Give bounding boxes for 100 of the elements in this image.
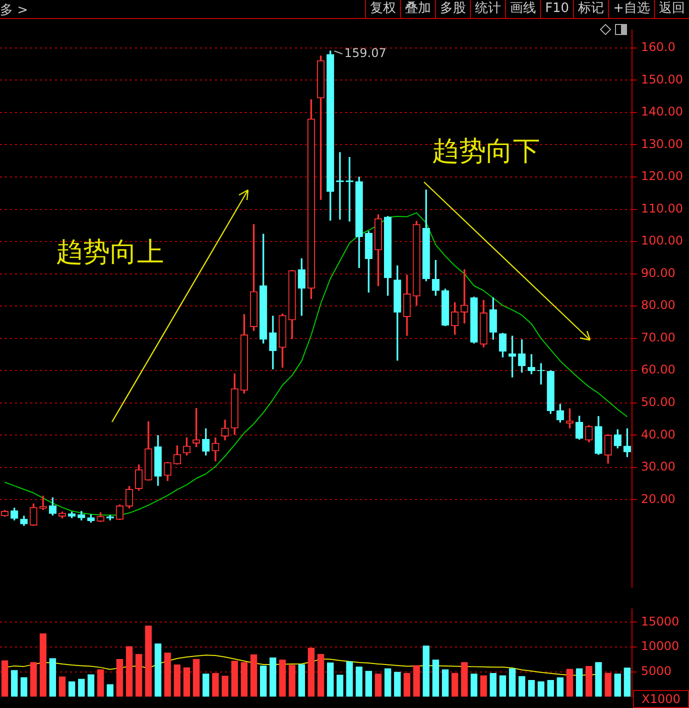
bar — [480, 675, 487, 697]
bar — [288, 664, 296, 697]
y-tick-label: 10000 — [641, 639, 680, 654]
y-tick-label: 110.00 — [641, 201, 683, 216]
bar — [192, 658, 200, 697]
text: 多 > — [0, 2, 28, 19]
annotation: 159.07 — [344, 46, 386, 60]
bar — [356, 666, 362, 697]
annotation: 趋势向上 — [56, 236, 164, 270]
y-tick-label: 90.00 — [641, 266, 676, 280]
bar — [106, 684, 114, 697]
bar — [58, 676, 66, 697]
text: 多股 — [435, 0, 470, 18]
bar — [413, 665, 420, 697]
bar — [11, 670, 18, 697]
bar — [270, 658, 276, 697]
bar — [518, 676, 526, 697]
bar — [442, 669, 449, 697]
y-tick-label: 70.00 — [641, 330, 676, 344]
bar — [135, 654, 142, 697]
bar — [40, 633, 46, 697]
bar — [365, 670, 372, 697]
y-tick-label: 100.00 — [641, 234, 683, 248]
bar — [145, 626, 152, 697]
text: 返回 — [654, 0, 689, 18]
candlestick — [460, 269, 468, 324]
candlestick — [528, 354, 536, 374]
bar — [164, 652, 171, 697]
bar — [222, 676, 228, 697]
bar — [174, 664, 181, 697]
text: 复权 — [365, 0, 400, 18]
text: +自选 — [608, 0, 654, 18]
bar — [126, 646, 133, 697]
text: 叠加 — [400, 0, 436, 18]
bar — [595, 662, 602, 697]
bar — [183, 667, 190, 697]
y-tick-label: 50.00 — [641, 395, 676, 410]
y-tick-label: 30.00 — [641, 460, 676, 474]
text: 标记 — [573, 0, 608, 18]
bar — [260, 666, 267, 697]
bar — [308, 648, 315, 697]
bar — [470, 674, 478, 697]
y-tick-label: 15000 — [641, 614, 680, 628]
bar — [576, 668, 583, 697]
y-tick-label: 20.00 — [641, 492, 676, 506]
y-tick-label: 40.00 — [641, 427, 676, 442]
bar — [250, 654, 258, 697]
bar — [1, 660, 8, 697]
y-axis-title: X1000 — [633, 690, 689, 708]
bar — [202, 674, 210, 697]
bar — [499, 675, 506, 697]
bar — [78, 678, 85, 697]
y-tick-label: 5000 — [641, 664, 672, 678]
bar — [547, 680, 554, 697]
annotation: 趋势向下 — [432, 135, 540, 169]
bar — [604, 672, 612, 697]
y-tick-label: 150.00 — [641, 72, 683, 86]
text: 统计 — [470, 0, 506, 18]
bar — [451, 672, 458, 697]
bar — [49, 658, 56, 697]
bar — [346, 661, 353, 697]
bar — [317, 654, 324, 697]
bar — [624, 668, 631, 697]
bar — [490, 672, 497, 697]
bar — [614, 674, 621, 697]
text: 画线 — [505, 0, 540, 18]
bar — [336, 674, 344, 697]
y-tick-label: 80.00 — [641, 298, 676, 312]
y-tick-label: 120.00 — [641, 169, 683, 184]
bar — [154, 644, 162, 697]
bar — [374, 674, 382, 697]
bar — [20, 677, 28, 697]
bar — [556, 677, 564, 697]
bar — [231, 660, 238, 697]
bar — [566, 668, 574, 697]
bar — [394, 672, 401, 697]
bar — [279, 660, 286, 697]
bar — [116, 658, 124, 697]
bar — [508, 668, 516, 697]
bar — [404, 672, 410, 697]
y-tick-label: 130.00 — [641, 136, 683, 151]
bar — [461, 662, 468, 697]
bar — [97, 669, 104, 697]
bar — [240, 662, 248, 697]
y-tick-label: 160.0 — [641, 40, 676, 54]
bar — [88, 674, 94, 697]
bar — [384, 668, 392, 697]
candlestick — [537, 363, 545, 384]
bar — [298, 664, 305, 697]
bar — [422, 646, 430, 697]
bar — [432, 660, 440, 697]
bar — [30, 662, 37, 697]
bar — [528, 680, 535, 697]
bar — [586, 666, 592, 697]
y-tick-label: 60.00 — [641, 362, 676, 377]
bar — [327, 662, 334, 697]
text: F10 — [540, 0, 574, 18]
bar — [68, 681, 76, 697]
y-tick-label: 140.00 — [641, 104, 683, 119]
bar — [212, 672, 219, 697]
